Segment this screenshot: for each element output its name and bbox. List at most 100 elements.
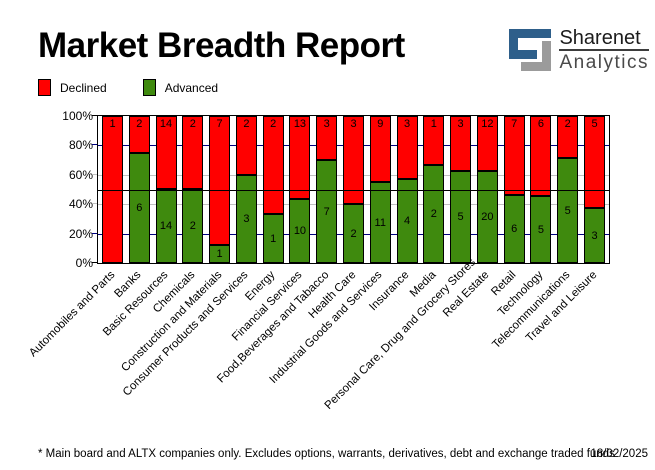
advanced-label: Advanced — [164, 80, 219, 95]
advanced-value: 6 — [511, 223, 518, 235]
bar-declined-segment: 9 — [369, 116, 391, 182]
declined-value: 5 — [591, 118, 598, 130]
bar-declined-segment: 2 — [262, 116, 284, 214]
declined-value: 2 — [243, 118, 250, 130]
declined-label: Declined — [60, 80, 107, 95]
declined-value: 2 — [136, 118, 143, 130]
bar-advanced-segment: 3 — [235, 175, 257, 263]
bar-advanced-segment: 14 — [155, 189, 177, 263]
bar-declined-segment: 3 — [450, 116, 472, 171]
bar-declined-segment: 2 — [128, 116, 150, 153]
advanced-swatch — [142, 79, 156, 96]
bar-declined-segment: 1 — [423, 116, 445, 165]
declined-swatch — [38, 79, 51, 96]
bar-advanced-segment: 1 — [209, 245, 231, 263]
advanced-value: 11 — [374, 216, 386, 229]
advanced-value: 20 — [481, 211, 494, 223]
advanced-value: 6 — [136, 202, 143, 214]
bar-declined-segment: 12 — [476, 116, 498, 171]
ytick-label-0%: 0% — [75, 256, 93, 270]
declined-value: 6 — [537, 118, 544, 130]
bar-declined-segment: 14 — [155, 116, 177, 189]
bar-advanced-segment: 6 — [128, 153, 150, 263]
bar-declined-segment: 3 — [316, 116, 338, 160]
declined-value: 9 — [377, 118, 384, 130]
advanced-value: 10 — [293, 225, 307, 237]
ytick-mark-100% — [92, 115, 97, 116]
bar-declined-segment: 5 — [584, 116, 605, 208]
bar-Real Estate: 12 20 — [476, 116, 498, 263]
declined-value: 3 — [457, 118, 464, 130]
bar-declined-segment: 13 — [289, 116, 311, 199]
bar-advanced-segment: 1 — [262, 214, 284, 263]
bar-advanced-segment: 3 — [584, 208, 605, 263]
advanced-value: 2 — [430, 208, 437, 220]
bar-declined-segment: 2 — [182, 116, 204, 189]
ytick-label-60%: 60% — [68, 167, 93, 182]
declined-value: 14 — [159, 118, 173, 130]
bar-declined-segment: 6 — [530, 116, 552, 196]
advanced-value: 1 — [216, 248, 223, 260]
page-title: Market Breadth Report — [38, 26, 405, 65]
bar-Travel and Leisure: 53 — [584, 116, 605, 263]
bar-advanced-segment: 10 — [289, 199, 311, 263]
logo-divider — [559, 49, 649, 51]
bar-advanced-segment: 11 — [369, 182, 391, 263]
chart-legend: Declined Advanced — [38, 79, 218, 96]
bar-Consumer Products and Services: 23 — [235, 116, 257, 263]
bar-Construction and Materials: 71 — [209, 116, 231, 263]
ytick-mark-60% — [92, 173, 97, 175]
advanced-value: 7 — [323, 205, 330, 218]
declined-value: 7 — [216, 118, 223, 130]
bar-advanced-segment: 20 — [476, 171, 498, 263]
bar-Health Care: 32 — [343, 116, 364, 263]
advanced-value: 2 — [189, 220, 196, 232]
logo-subtitle: Analytics — [559, 52, 649, 73]
declined-value: 3 — [403, 118, 411, 130]
bar-declined-segment: 7 — [503, 116, 525, 195]
bar-declined-segment: 3 — [343, 116, 364, 204]
advanced-value: 5 — [537, 223, 544, 236]
advanced-value: 3 — [591, 229, 598, 242]
declined-value: 2 — [189, 118, 196, 130]
declined-value: 12 — [481, 118, 494, 130]
logo-gray-shape — [521, 41, 552, 71]
bar-Food,Beverages and Tabacco: 37 — [316, 116, 338, 263]
ytick-label-80%: 80% — [68, 138, 93, 153]
bar-advanced-segment: 2 — [182, 189, 204, 263]
advanced-value: 1 — [270, 232, 277, 245]
bar-advanced-segment: 6 — [503, 195, 525, 263]
bar-Financial Services: 13 10 — [289, 116, 311, 263]
bar-advanced-segment: 4 — [396, 179, 418, 263]
sharenet-logo: Sharenet Analytics — [509, 27, 649, 73]
declined-value: 1 — [430, 118, 437, 130]
declined-value: 2 — [270, 118, 277, 130]
bar-advanced-segment: 2 — [423, 165, 445, 263]
bar-advanced-segment: 7 — [316, 160, 338, 263]
plot-area: 1 2 6 14 14 2 2 7 1 2 3 2 1 13 10 3 7 3 2 9 11 3 4 1 2 3 5 12 20 7 6 6 5… — [97, 115, 610, 264]
bar-advanced-segment: 5 — [450, 171, 472, 263]
report-date: 18/02/2025 — [590, 448, 648, 460]
advanced-value: 14 — [159, 220, 173, 232]
advanced-value: 2 — [350, 227, 357, 240]
bar-declined-segment: 2 — [235, 116, 257, 175]
logo-brand: Sharenet — [559, 27, 641, 49]
ytick-mark-0% — [92, 262, 97, 263]
bar-advanced-segment: 5 — [557, 158, 579, 263]
ytick-mark-40% — [92, 203, 97, 205]
advanced-value: 4 — [403, 215, 411, 227]
ytick-label-100%: 100% — [62, 109, 93, 123]
bar-Basic Resources: 14 14 — [155, 116, 177, 263]
bar-declined-segment: 2 — [557, 116, 579, 158]
ytick-label-20%: 20% — [68, 226, 93, 241]
footnote: * Main board and ALTX companies only. Ex… — [38, 448, 615, 460]
advanced-value: 5 — [457, 211, 464, 223]
declined-value: 7 — [511, 118, 518, 130]
ytick-label-40%: 40% — [68, 197, 93, 212]
